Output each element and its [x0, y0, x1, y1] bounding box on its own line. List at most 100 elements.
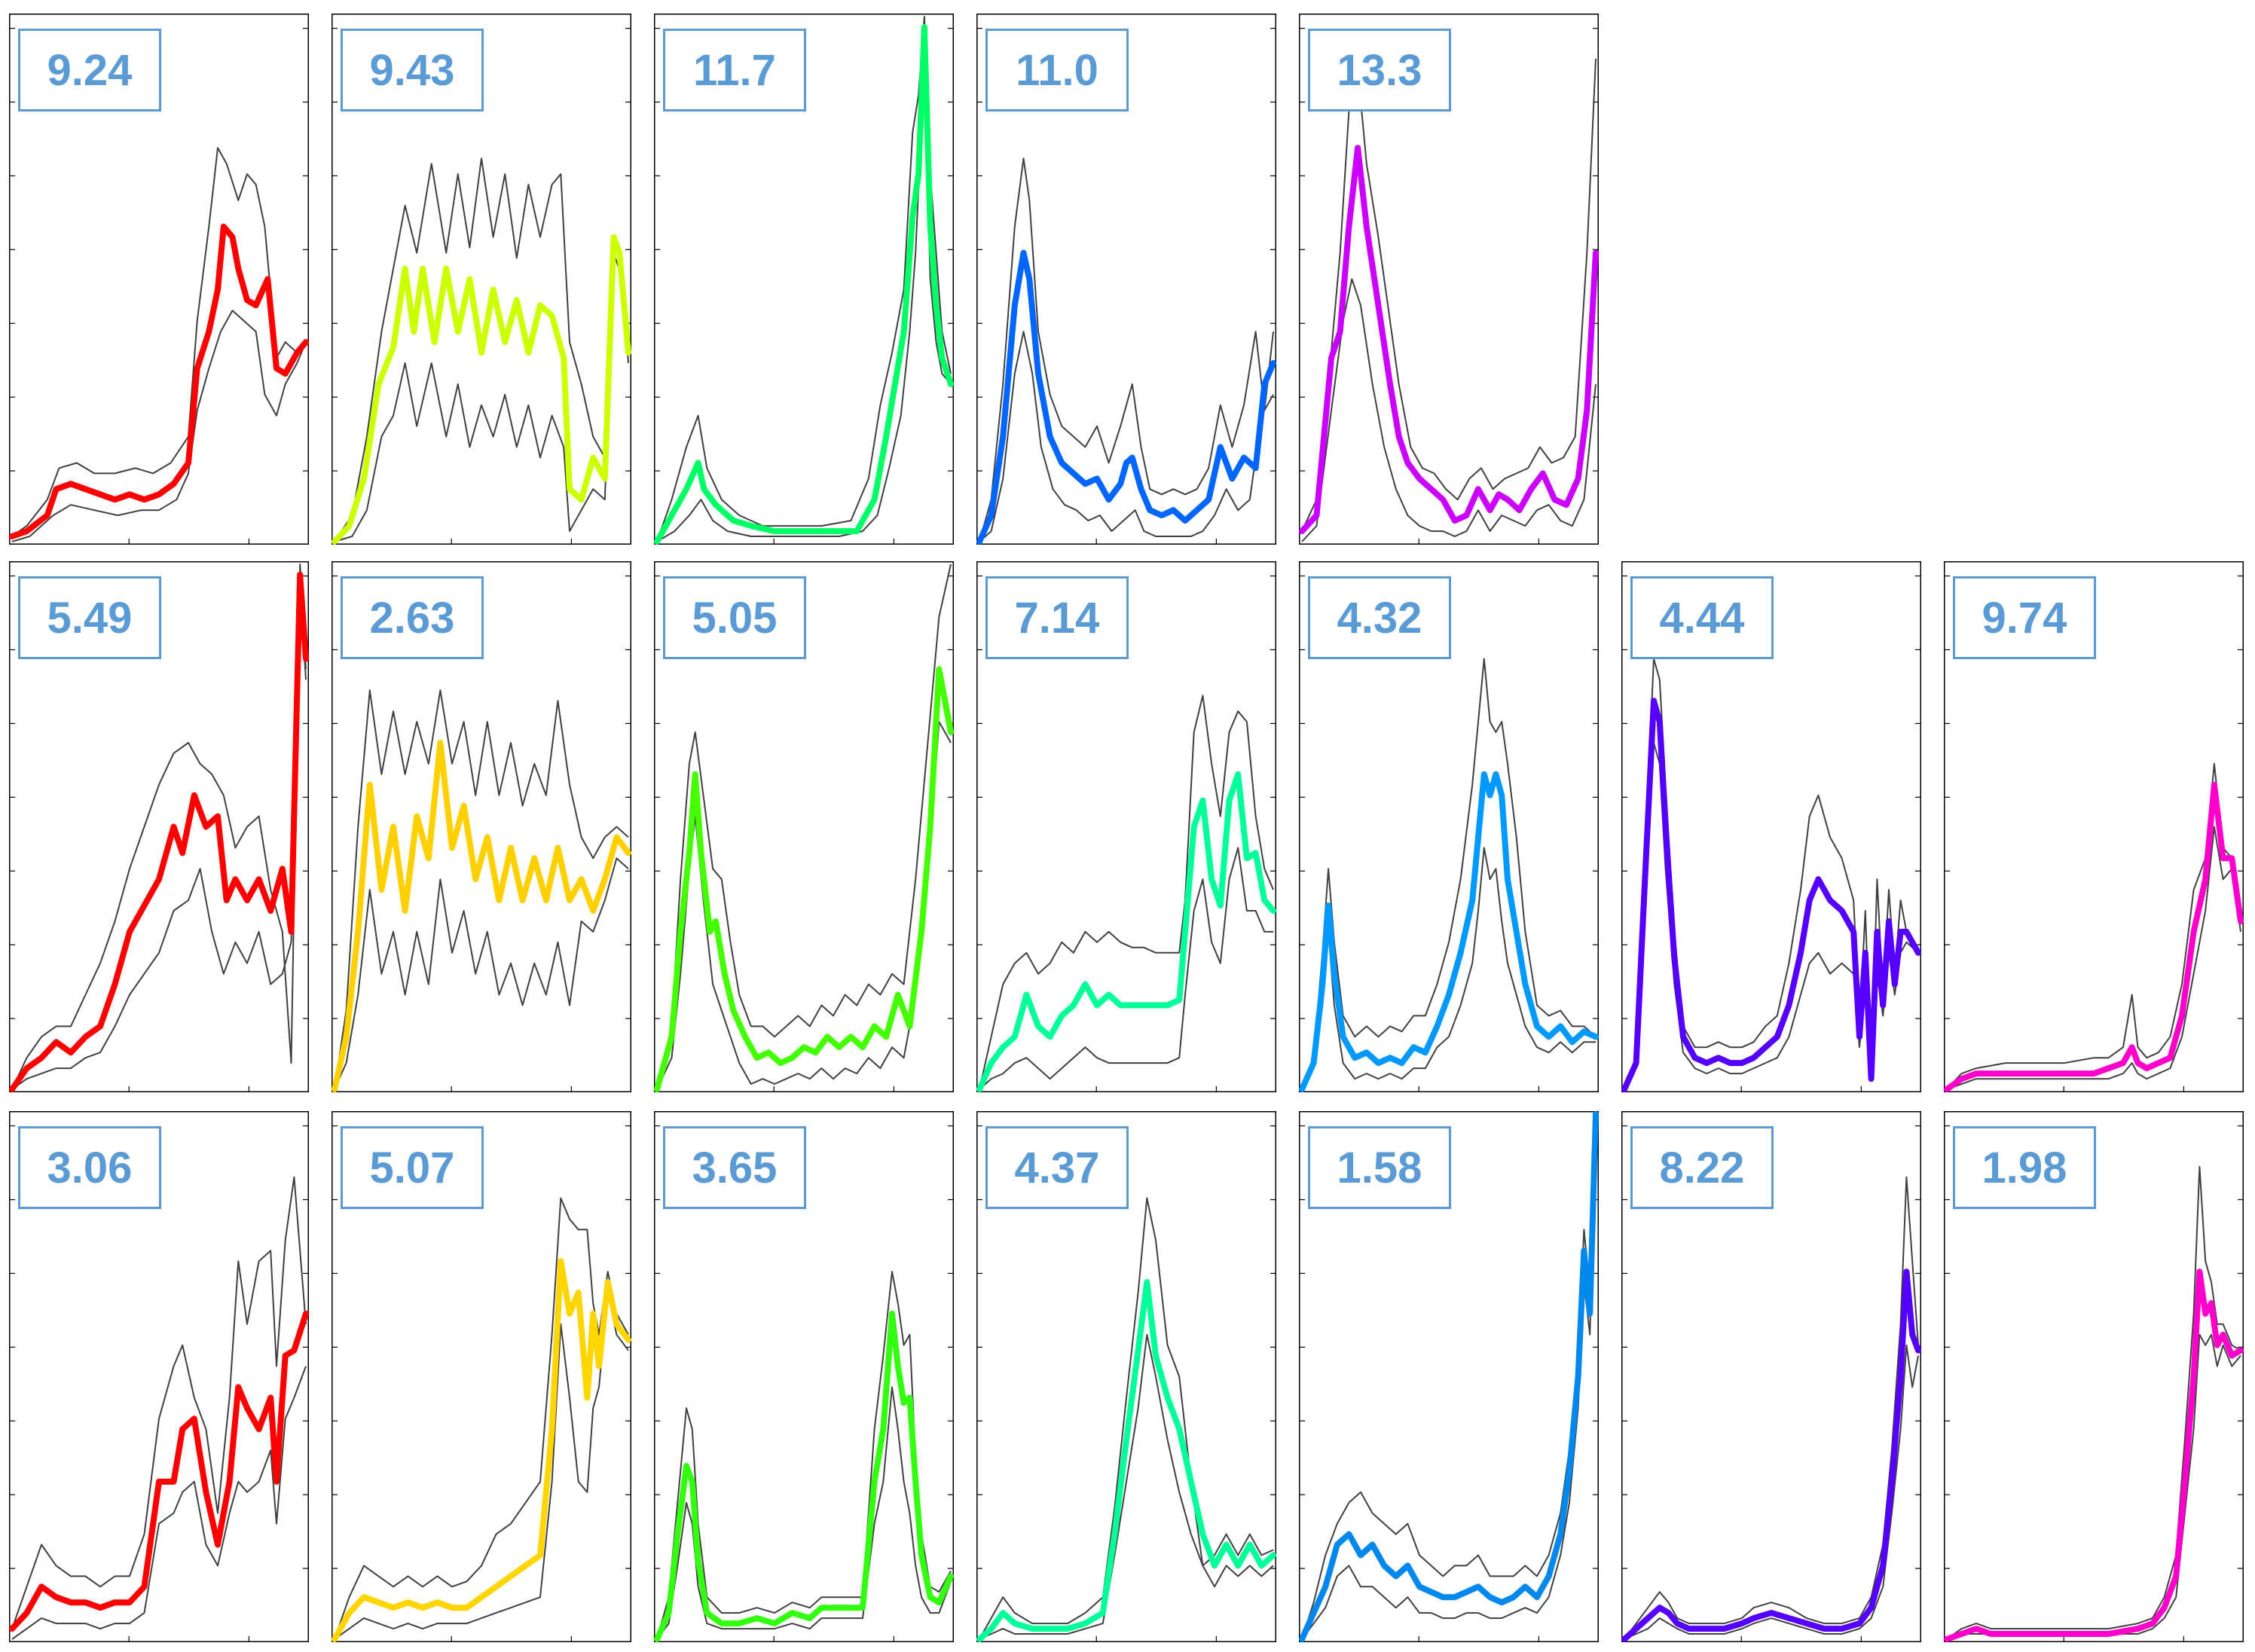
- chart-panel: 7.14: [976, 561, 1276, 1092]
- envelope-upper-line: [11, 1176, 307, 1629]
- envelope-upper-line: [656, 563, 952, 1090]
- panel-value-box: 2.63: [341, 576, 484, 659]
- panel-value-box: 4.44: [1630, 576, 1774, 659]
- envelope-upper-line: [979, 1197, 1274, 1640]
- panel-value-box: 8.22: [1630, 1126, 1774, 1209]
- envelope-lower-line: [1946, 826, 2241, 1090]
- envelope-lower-line: [979, 1333, 1274, 1640]
- chart-svg: [1944, 1111, 2244, 1642]
- axes-frame: [1299, 14, 1599, 545]
- envelope-upper-line: [1301, 658, 1597, 1090]
- axes-frame: [9, 14, 309, 545]
- axes-frame: [976, 561, 1276, 1092]
- panel-value-label: 9.43: [369, 45, 455, 95]
- chart-svg: [9, 561, 309, 1092]
- envelope-lower-line: [11, 589, 307, 1090]
- envelope-lower-line: [11, 310, 307, 542]
- chart-svg: [9, 14, 309, 545]
- envelope-lower-line: [11, 1366, 307, 1640]
- envelope-lower-line: [334, 1292, 629, 1640]
- chart-svg: [1944, 561, 2244, 1092]
- envelope-upper-line: [334, 689, 629, 1090]
- mean-series-line: [1944, 1269, 2244, 1642]
- envelope-upper-line: [1946, 1165, 2241, 1640]
- panel-value-label: 13.3: [1337, 45, 1422, 95]
- chart-svg: [976, 561, 1276, 1092]
- axes-frame: [9, 1111, 309, 1642]
- axes-frame: [332, 14, 631, 545]
- panel-value-box: 4.37: [985, 1126, 1129, 1209]
- envelope-lower-line: [979, 331, 1274, 542]
- axes-frame: [1621, 1111, 1921, 1642]
- chart-panel: 5.49: [9, 561, 309, 1092]
- chart-panel: 5.05: [654, 561, 954, 1092]
- chart-svg: [9, 1111, 309, 1642]
- panel-value-box: 7.14: [985, 576, 1129, 659]
- mean-series-line: [654, 23, 954, 545]
- envelope-upper-line: [1624, 1176, 1919, 1640]
- chart-panel: 4.37: [976, 1111, 1276, 1642]
- panel-value-box: 9.24: [18, 29, 161, 111]
- axes-frame: [654, 14, 954, 545]
- chart-panel: 9.43: [332, 14, 631, 545]
- mean-series-line: [654, 666, 954, 1092]
- chart-svg: [976, 1111, 1276, 1642]
- envelope-lower-line: [979, 847, 1273, 1090]
- mean-series-line: [1299, 1111, 1599, 1642]
- chart-svg: [1621, 561, 1921, 1092]
- mean-series-line: [332, 740, 631, 1092]
- panel-value-box: 1.98: [1953, 1126, 2096, 1209]
- mean-series-line: [1299, 771, 1599, 1092]
- chart-panel: 3.65: [654, 1111, 954, 1642]
- panel-value-label: 5.07: [369, 1143, 455, 1192]
- envelope-lower-line: [1301, 278, 1597, 542]
- panel-value-label: 3.65: [692, 1143, 778, 1192]
- axes-frame: [1299, 1111, 1599, 1642]
- axes-frame: [1944, 561, 2244, 1092]
- axes-frame: [654, 561, 954, 1092]
- mean-series-line: [654, 1310, 954, 1642]
- mean-series-line: [332, 234, 631, 545]
- mean-series-line: [1621, 1269, 1921, 1642]
- panel-value-box: 1.58: [1308, 1126, 1451, 1209]
- panel-value-box: 13.3: [1308, 29, 1451, 111]
- axes-frame: [9, 561, 309, 1092]
- envelope-upper-line: [334, 157, 629, 542]
- panel-value-label: 4.32: [1337, 593, 1422, 643]
- chart-svg: [654, 1111, 954, 1642]
- mean-series-line: [1299, 145, 1599, 535]
- panel-value-label: 8.22: [1659, 1143, 1745, 1192]
- axes-frame: [332, 1111, 631, 1642]
- axes-frame: [1299, 561, 1599, 1092]
- chart-svg: [1299, 1111, 1599, 1642]
- envelope-upper-line: [979, 695, 1274, 1090]
- panel-value-box: 3.06: [18, 1126, 161, 1209]
- panel-value-label: 1.98: [1982, 1143, 2067, 1192]
- chart-panel: 1.58: [1299, 1111, 1599, 1642]
- envelope-lower-line: [334, 252, 629, 542]
- panel-value-box: 4.32: [1308, 576, 1451, 659]
- panel-value-label: 11.7: [693, 45, 776, 95]
- chart-panel: 9.24: [9, 14, 309, 545]
- panel-value-label: 3.06: [47, 1143, 133, 1192]
- envelope-lower-line: [656, 1386, 952, 1640]
- panel-value-box: 9.74: [1953, 576, 2096, 659]
- chart-svg: [1621, 1111, 1921, 1642]
- chart-panel: 4.32: [1299, 561, 1599, 1092]
- axes-frame: [654, 1111, 954, 1642]
- mean-series-line: [1944, 781, 2244, 1092]
- axes-frame: [976, 1111, 1276, 1642]
- mean-series-line: [976, 249, 1276, 545]
- panel-value-label: 5.05: [692, 593, 778, 643]
- panel-value-box: 11.0: [985, 29, 1129, 111]
- chart-svg: [1299, 14, 1599, 545]
- axes-frame: [1944, 1111, 2244, 1642]
- envelope-lower-line: [1301, 847, 1596, 1090]
- panel-value-box: 5.49: [18, 576, 161, 659]
- panel-value-box: 5.05: [663, 576, 806, 659]
- panel-value-label: 1.58: [1337, 1143, 1422, 1192]
- chart-panel: 8.22: [1621, 1111, 1921, 1642]
- mean-series-line: [332, 1258, 631, 1642]
- envelope-upper-line: [334, 1197, 629, 1640]
